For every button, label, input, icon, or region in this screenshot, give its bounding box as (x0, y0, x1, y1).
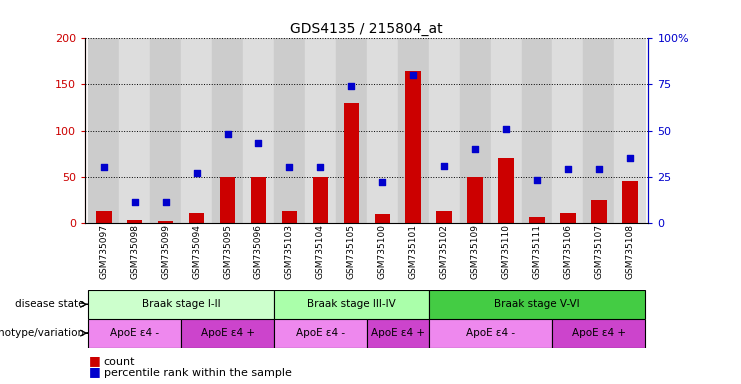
Bar (491, 38, 522, 223)
Point (98, 164, 110, 170)
Bar (498, 158, 514, 223)
Bar (344, 103, 359, 223)
Bar (96, 211, 111, 223)
Bar (274, 38, 305, 223)
Point (222, 131, 233, 137)
Bar (529, 217, 545, 223)
Bar (313, 177, 328, 223)
Bar (522, 38, 553, 223)
Bar (189, 213, 205, 223)
Text: ApoE ε4 -: ApoE ε4 - (296, 328, 345, 338)
Text: ApoE ε4 +: ApoE ε4 + (572, 328, 626, 338)
Text: disease state: disease state (15, 299, 84, 310)
Bar (614, 38, 645, 223)
Text: ■: ■ (89, 354, 101, 367)
Bar (622, 181, 637, 223)
Text: Braak stage I-II: Braak stage I-II (142, 299, 221, 310)
Bar (150, 38, 181, 223)
Bar (498, 158, 514, 223)
Bar (553, 319, 645, 348)
Bar (529, 217, 545, 223)
Bar (367, 38, 398, 223)
Bar (429, 319, 553, 348)
Bar (429, 290, 645, 319)
Text: Braak stage V-VI: Braak stage V-VI (494, 299, 579, 310)
Bar (282, 211, 297, 223)
Bar (282, 211, 297, 223)
Bar (313, 177, 328, 223)
Bar (405, 71, 421, 223)
Bar (622, 181, 637, 223)
Bar (374, 214, 390, 223)
Text: count: count (104, 357, 136, 367)
Text: ApoE ε4 -: ApoE ε4 - (466, 328, 515, 338)
Bar (181, 319, 274, 348)
Point (160, 199, 172, 205)
Point (531, 177, 543, 184)
Bar (212, 38, 243, 223)
Bar (591, 200, 607, 223)
Bar (250, 177, 266, 223)
Bar (250, 177, 266, 223)
Bar (560, 213, 576, 223)
Text: percentile rank within the sample: percentile rank within the sample (104, 368, 292, 378)
Bar (127, 220, 142, 223)
Point (376, 179, 388, 185)
Point (438, 162, 450, 169)
Point (345, 83, 357, 89)
Bar (436, 211, 452, 223)
Bar (429, 38, 459, 223)
Bar (553, 38, 583, 223)
Bar (583, 38, 614, 223)
Bar (305, 38, 336, 223)
Bar (344, 103, 359, 223)
Bar (88, 38, 119, 223)
Point (314, 164, 326, 170)
Title: GDS4135 / 215804_at: GDS4135 / 215804_at (290, 22, 443, 36)
Text: Braak stage III-IV: Braak stage III-IV (307, 299, 396, 310)
Bar (468, 177, 483, 223)
Bar (158, 221, 173, 223)
Bar (274, 319, 367, 348)
Point (190, 170, 202, 176)
Bar (336, 38, 367, 223)
Bar (119, 38, 150, 223)
Bar (274, 290, 429, 319)
Point (284, 164, 296, 170)
Bar (591, 200, 607, 223)
Point (593, 166, 605, 172)
Bar (367, 319, 429, 348)
Point (129, 199, 141, 205)
Text: ApoE ε4 -: ApoE ε4 - (110, 328, 159, 338)
Bar (88, 319, 181, 348)
Point (562, 166, 574, 172)
Text: ■: ■ (89, 365, 101, 378)
Bar (181, 38, 212, 223)
Bar (243, 38, 274, 223)
Bar (220, 177, 236, 223)
Bar (405, 71, 421, 223)
Text: genotype/variation: genotype/variation (0, 328, 84, 338)
Point (408, 72, 419, 78)
Text: ApoE ε4 +: ApoE ε4 + (370, 328, 425, 338)
Text: ApoE ε4 +: ApoE ε4 + (201, 328, 255, 338)
Bar (158, 221, 173, 223)
Bar (398, 38, 429, 223)
Bar (220, 177, 236, 223)
Bar (96, 211, 111, 223)
Bar (468, 177, 483, 223)
Bar (88, 290, 274, 319)
Bar (436, 211, 452, 223)
Point (500, 126, 512, 132)
Point (469, 146, 481, 152)
Bar (374, 214, 390, 223)
Point (624, 155, 636, 161)
Bar (560, 213, 576, 223)
Bar (189, 213, 205, 223)
Point (253, 141, 265, 147)
Bar (459, 38, 491, 223)
Bar (127, 220, 142, 223)
